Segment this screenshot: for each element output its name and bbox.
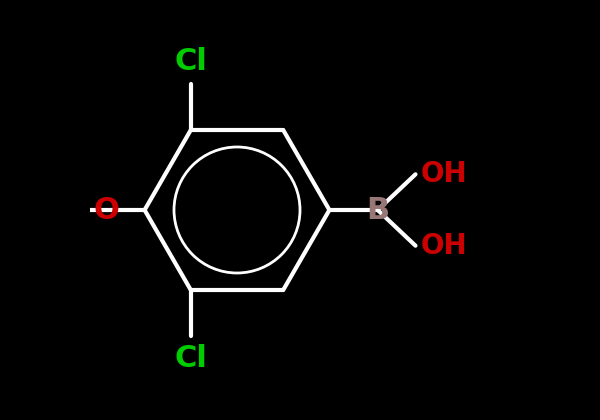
Text: Cl: Cl bbox=[175, 47, 207, 76]
Text: Cl: Cl bbox=[175, 344, 207, 373]
Text: OH: OH bbox=[421, 160, 467, 188]
Text: O: O bbox=[94, 195, 120, 225]
Text: B: B bbox=[366, 195, 389, 225]
Text: OH: OH bbox=[421, 232, 467, 260]
